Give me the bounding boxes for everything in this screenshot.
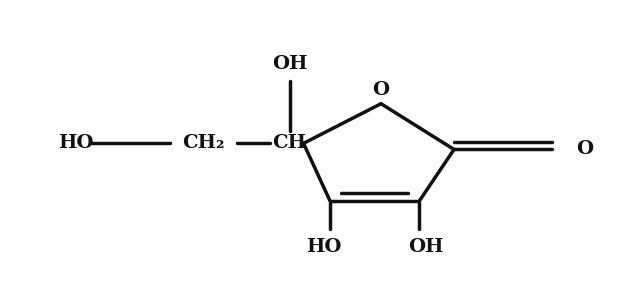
Text: OH: OH [272,55,307,73]
Text: CH: CH [272,134,307,152]
Text: OH: OH [408,238,443,256]
Text: O: O [373,81,389,99]
Text: HO: HO [58,134,94,152]
Text: HO: HO [306,238,342,256]
Text: CH₂: CH₂ [182,134,224,152]
Text: O: O [576,140,592,159]
